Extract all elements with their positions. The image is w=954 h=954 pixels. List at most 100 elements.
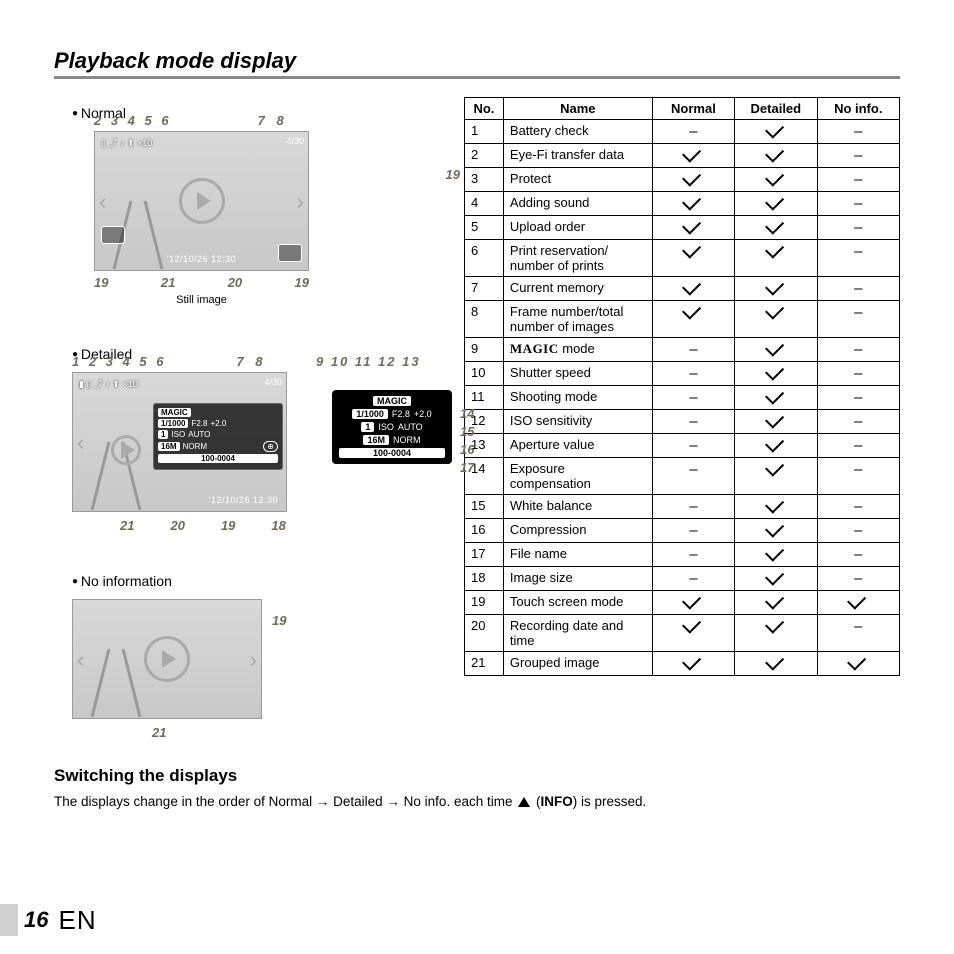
table-row: 11Shooting mode–– — [465, 386, 900, 410]
cp-compress: NORM — [393, 435, 421, 445]
cell-name: Shooting mode — [503, 386, 652, 410]
cell-mark — [735, 458, 817, 495]
play-icon — [179, 178, 225, 224]
noinfo-screen: ‹ › — [72, 599, 262, 719]
noinfo-19: 19 — [272, 613, 294, 628]
cell-mark — [735, 543, 817, 567]
d-b1: 21 — [120, 518, 134, 533]
switching-body-c: ) is pressed. — [573, 794, 647, 809]
cell-mark — [735, 434, 817, 458]
cell-mark: – — [652, 458, 734, 495]
table-head: No. Name Normal Detailed No info. — [465, 98, 900, 120]
table-row: 1Battery check–– — [465, 120, 900, 144]
table-row: 20Recording date and time– — [465, 615, 900, 652]
switching-heading: Switching the displays — [54, 766, 900, 786]
cell-mark: – — [817, 495, 899, 519]
cell-name: Battery check — [503, 120, 652, 144]
cell-name: Frame number/total number of images — [503, 301, 652, 338]
callout-b4: 19 — [295, 275, 309, 290]
cell-name: ISO sensitivity — [503, 410, 652, 434]
dp-exp: +2.0 — [210, 419, 226, 428]
cell-mark: – — [817, 543, 899, 567]
cell-mark — [652, 144, 734, 168]
cell-name: Exposure compensation — [503, 458, 652, 495]
cell-no: 3 — [465, 168, 504, 192]
noinfo-screen-block: ‹ › 19 21 — [72, 599, 434, 740]
cell-mark: – — [652, 120, 734, 144]
cell-mark: – — [652, 543, 734, 567]
cell-name: Grouped image — [503, 652, 652, 676]
cell-mark: – — [652, 410, 734, 434]
cell-no: 18 — [465, 567, 504, 591]
cell-mark — [735, 168, 817, 192]
cp-size: 16M — [363, 435, 389, 445]
cp-exp: +2.0 — [414, 409, 432, 419]
cell-mark — [652, 652, 734, 676]
play-icon-3 — [144, 636, 190, 682]
playback-small-button — [101, 226, 125, 244]
cell-no: 2 — [465, 144, 504, 168]
cell-name: File name — [503, 543, 652, 567]
right-column: No. Name Normal Detailed No info. 1Batte… — [464, 97, 900, 740]
footer-tab — [0, 904, 18, 936]
dp-magic: MAGIC — [158, 408, 191, 417]
cell-mark — [652, 615, 734, 652]
cell-no: 17 — [465, 543, 504, 567]
callout-panel: MAGIC 1/1000 F2.8 +2.0 1 ISO AUTO 16M NO… — [332, 390, 452, 464]
callout-19-right: 19 — [446, 167, 460, 182]
table-row: 14Exposure compensation–– — [465, 458, 900, 495]
th-noinfo: No info. — [817, 98, 899, 120]
th-no: No. — [465, 98, 504, 120]
cell-mark: – — [817, 168, 899, 192]
normal-screen: ▯ ⤴ ♪ ⬆ ×10 4/30 ‹ › '12/10/26 12:30 — [94, 131, 309, 271]
cell-name: White balance — [503, 495, 652, 519]
left-column: Normal 2 3 4 5 6 7 8 ▯ ⤴ ♪ ⬆ ×10 4/30 ‹ … — [54, 97, 434, 740]
cell-mark — [735, 410, 817, 434]
cp-shutter: 1/1000 — [352, 409, 388, 419]
cell-mark — [735, 495, 817, 519]
cell-name: Recording date and time — [503, 615, 652, 652]
cp-file: 100-0004 — [339, 448, 444, 458]
detailed-date: '12/10/26 12:30 — [209, 495, 278, 505]
cell-name: MAGIC mode — [503, 338, 652, 362]
callout-nums-78: 7 8 — [258, 113, 288, 128]
cell-mark: – — [652, 362, 734, 386]
cell-name: Protect — [503, 168, 652, 192]
cell-mark — [735, 519, 817, 543]
cell-mark: – — [817, 410, 899, 434]
cell-name: Compression — [503, 519, 652, 543]
cell-mark: – — [817, 216, 899, 240]
table-row: 7Current memory– — [465, 277, 900, 301]
cp-aperture: F2.8 — [392, 409, 410, 419]
cell-mark: – — [652, 495, 734, 519]
cell-mark — [735, 615, 817, 652]
cell-name: Upload order — [503, 216, 652, 240]
table-row: 15White balance–– — [465, 495, 900, 519]
page-lang: EN — [58, 905, 96, 936]
cell-mark: – — [817, 458, 899, 495]
next-arrow-3: › — [250, 647, 257, 673]
cell-mark — [735, 240, 817, 277]
d-b3: 19 — [221, 518, 235, 533]
cell-no: 16 — [465, 519, 504, 543]
dp-iso: ISO — [171, 430, 185, 439]
cell-mark — [735, 192, 817, 216]
cell-mark — [817, 591, 899, 615]
cell-mark — [652, 240, 734, 277]
table-row: 17File name–– — [465, 543, 900, 567]
table-row: 8Frame number/total number of images– — [465, 301, 900, 338]
dp-shutter: 1/1000 — [158, 419, 188, 428]
table-row: 12ISO sensitivity–– — [465, 410, 900, 434]
still-image-caption: Still image — [94, 294, 309, 306]
table-row: 9MAGIC mode–– — [465, 338, 900, 362]
table-row: 13Aperture value–– — [465, 434, 900, 458]
table-row: 19Touch screen mode — [465, 591, 900, 615]
content-columns: Normal 2 3 4 5 6 7 8 ▯ ⤴ ♪ ⬆ ×10 4/30 ‹ … — [54, 97, 900, 740]
cell-no: 8 — [465, 301, 504, 338]
cell-mark: – — [817, 192, 899, 216]
up-triangle-icon — [518, 797, 530, 807]
cell-mark: – — [652, 567, 734, 591]
detailed-screen-block: 1 2 3 4 5 6 7 8 9 10 11 12 13 ▮ ▯ ⤴ ♪ ⬆ … — [72, 372, 434, 533]
switching-body-a: The displays change in the order of Norm… — [54, 794, 516, 809]
cell-mark — [735, 591, 817, 615]
